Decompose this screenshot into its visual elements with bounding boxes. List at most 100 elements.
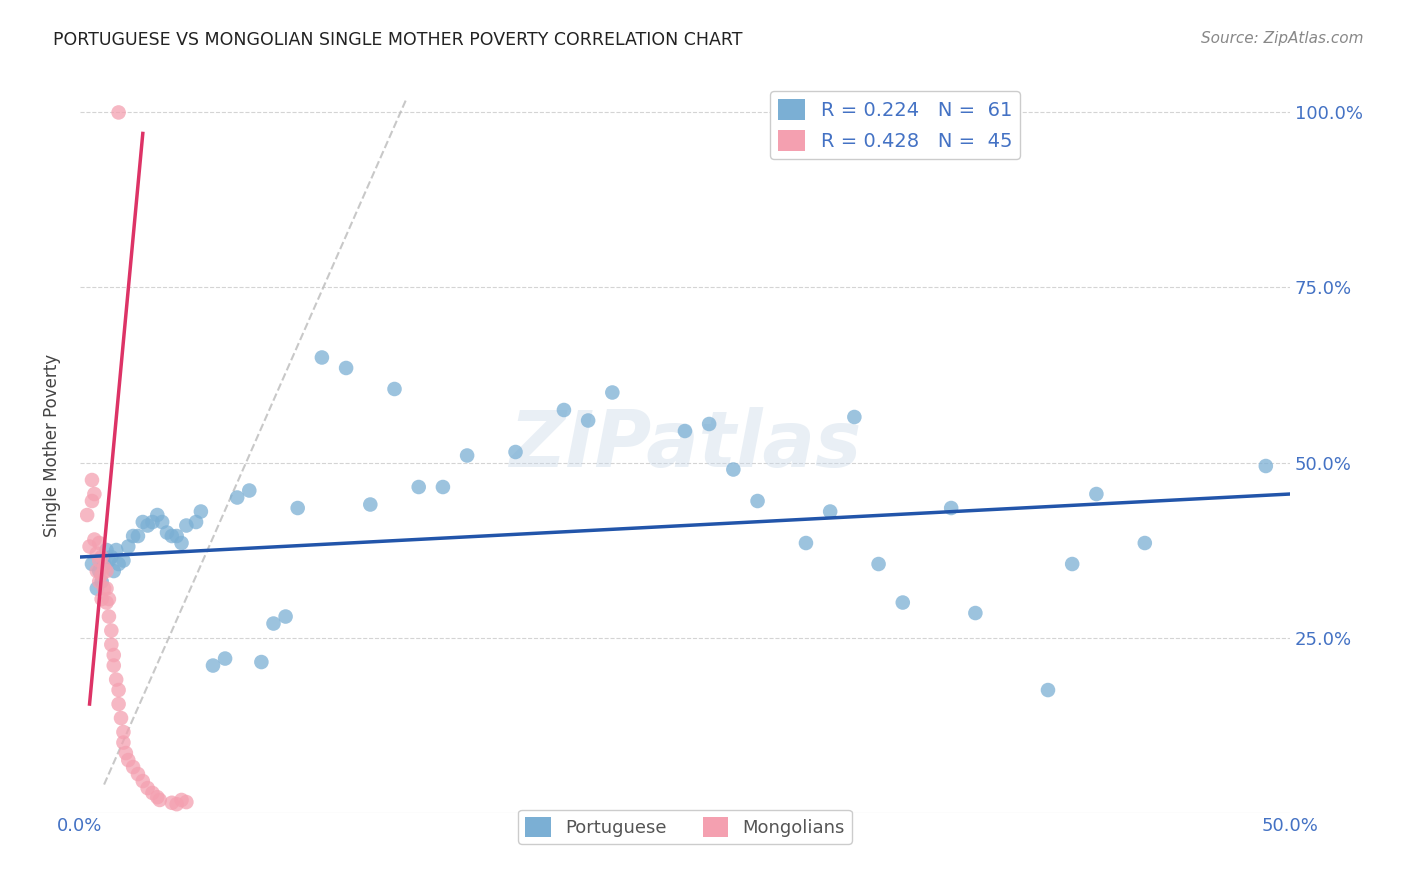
Point	[86, 564, 108, 578]
Point	[96, 582, 118, 596]
Point	[107, 557, 129, 571]
Point	[238, 483, 260, 498]
Point	[105, 673, 128, 687]
Point	[335, 361, 357, 376]
Point	[697, 417, 720, 431]
Point	[103, 648, 125, 662]
Point	[160, 529, 183, 543]
Point	[432, 480, 454, 494]
Point	[602, 385, 624, 400]
Point	[89, 536, 111, 550]
Point	[96, 543, 118, 558]
Point	[146, 508, 169, 522]
Point	[132, 774, 155, 789]
Point	[122, 529, 145, 543]
Text: Source: ZipAtlas.com: Source: ZipAtlas.com	[1201, 31, 1364, 46]
Point	[311, 351, 333, 365]
Point	[941, 501, 963, 516]
Point	[103, 658, 125, 673]
Point	[89, 553, 111, 567]
Point	[166, 797, 188, 812]
Point	[673, 424, 696, 438]
Point	[112, 725, 135, 739]
Point	[723, 462, 745, 476]
Point	[93, 582, 115, 596]
Point	[136, 518, 159, 533]
Point	[112, 553, 135, 567]
Legend: Portuguese, Mongolians: Portuguese, Mongolians	[517, 810, 852, 844]
Point	[156, 525, 179, 540]
Point	[100, 549, 122, 564]
Point	[83, 487, 105, 501]
Point	[176, 518, 198, 533]
Point	[201, 658, 224, 673]
Point	[100, 638, 122, 652]
Point	[818, 504, 841, 518]
Point	[149, 793, 172, 807]
Point	[97, 553, 120, 567]
Point	[90, 592, 112, 607]
Point	[100, 624, 122, 638]
Point	[250, 655, 273, 669]
Point	[141, 786, 163, 800]
Point	[89, 564, 111, 578]
Point	[132, 515, 155, 529]
Point	[141, 515, 163, 529]
Point	[80, 557, 103, 571]
Point	[117, 753, 139, 767]
Point	[103, 564, 125, 578]
Point	[97, 592, 120, 607]
Text: PORTUGUESE VS MONGOLIAN SINGLE MOTHER POVERTY CORRELATION CHART: PORTUGUESE VS MONGOLIAN SINGLE MOTHER PO…	[53, 31, 742, 49]
Point	[122, 760, 145, 774]
Point	[96, 564, 118, 578]
Point	[115, 746, 138, 760]
Point	[576, 413, 599, 427]
Point	[146, 790, 169, 805]
Point	[90, 574, 112, 589]
Point	[965, 606, 987, 620]
Point	[97, 609, 120, 624]
Point	[170, 793, 193, 807]
Point	[107, 697, 129, 711]
Point	[160, 796, 183, 810]
Point	[170, 536, 193, 550]
Point	[79, 540, 101, 554]
Point	[83, 533, 105, 547]
Point	[1133, 536, 1156, 550]
Point	[176, 795, 198, 809]
Point	[287, 501, 309, 516]
Point	[408, 480, 430, 494]
Point	[844, 409, 866, 424]
Point	[107, 105, 129, 120]
Point	[80, 494, 103, 508]
Text: ZIPatlas: ZIPatlas	[509, 407, 860, 483]
Point	[384, 382, 406, 396]
Point	[90, 549, 112, 564]
Point	[110, 711, 132, 725]
Point	[190, 504, 212, 518]
Point	[553, 403, 575, 417]
Point	[214, 651, 236, 665]
Point	[86, 547, 108, 561]
Point	[86, 582, 108, 596]
Point	[505, 445, 527, 459]
Point	[274, 609, 297, 624]
Point	[226, 491, 249, 505]
Point	[105, 543, 128, 558]
Point	[112, 735, 135, 749]
Point	[1036, 683, 1059, 698]
Y-axis label: Single Mother Poverty: Single Mother Poverty	[44, 353, 60, 537]
Point	[89, 574, 111, 589]
Point	[136, 780, 159, 795]
Point	[93, 557, 115, 571]
Point	[76, 508, 98, 522]
Point	[794, 536, 817, 550]
Point	[891, 595, 914, 609]
Point	[868, 557, 890, 571]
Point	[747, 494, 769, 508]
Point	[117, 540, 139, 554]
Point	[107, 683, 129, 698]
Point	[127, 529, 149, 543]
Point	[166, 529, 188, 543]
Point	[1085, 487, 1108, 501]
